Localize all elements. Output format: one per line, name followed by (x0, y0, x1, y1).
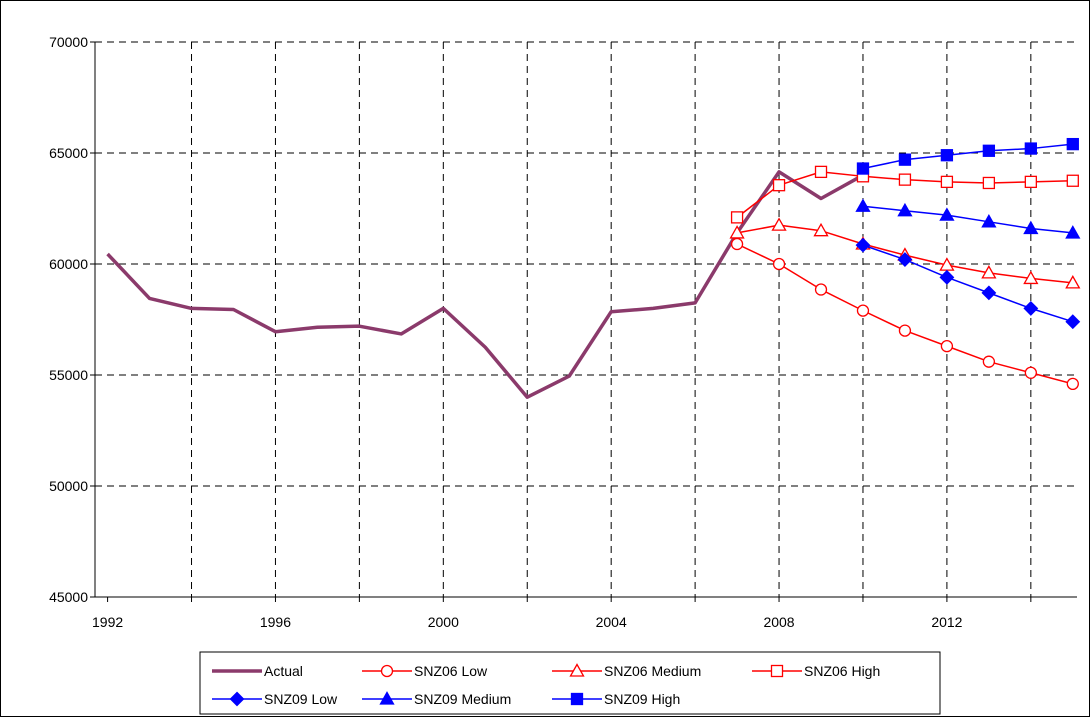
data-point-snz09-medium (1023, 220, 1039, 235)
grid-layer (95, 41, 1077, 597)
series-line-snz09-high (862, 143, 1073, 170)
legend-item-snz06-medium: SNZ06 Medium (552, 663, 701, 679)
data-point-snz09-medium (981, 213, 997, 228)
series-snz06-high (730, 165, 1079, 224)
legend-label-snz09-high: SNZ09 High (604, 691, 680, 707)
data-point-snz09-low (939, 269, 955, 285)
data-point-snz06-medium (729, 225, 745, 239)
y-tick-label: 55000 (49, 367, 88, 383)
data-point-snz09-low (1023, 300, 1039, 316)
data-point-snz06-low (982, 355, 996, 368)
legend-item-snz06-low: SNZ06 Low (362, 663, 488, 679)
legend-item-actual: Actual (212, 663, 303, 679)
x-tick-label: 2000 (428, 614, 459, 630)
data-point-snz09-medium (855, 198, 871, 212)
data-point-snz06-medium (1023, 270, 1039, 285)
y-tick-label: 60000 (49, 256, 88, 272)
legend-marker-snz09-low (229, 691, 245, 707)
data-point-snz09-high (1024, 142, 1037, 155)
data-point-snz06-medium (981, 265, 997, 279)
data-point-snz09-high (940, 149, 954, 162)
data-point-snz06-high (940, 175, 954, 189)
legend-item-snz09-low: SNZ09 Low (212, 691, 338, 707)
data-point-snz09-high (898, 153, 912, 166)
series-snz09-low (855, 237, 1081, 330)
series-line-snz09-low (862, 244, 1074, 323)
data-point-snz06-high (1066, 174, 1079, 187)
data-point-snz06-low (772, 257, 786, 271)
data-point-snz06-medium (1065, 275, 1081, 289)
data-point-snz09-low (1065, 314, 1081, 330)
legend: Actual SNZ06 Low SNZ06 Medium SNZ06 High SNZ… (199, 651, 941, 715)
data-point-snz06-high (982, 176, 996, 190)
legend-label-snz06-low: SNZ06 Low (414, 663, 488, 679)
plot-area (95, 42, 1077, 597)
data-point-snz06-low (940, 339, 954, 353)
series-snz09-high (856, 137, 1079, 175)
series-line-snz09-medium (862, 205, 1073, 234)
data-point-snz09-medium (897, 202, 913, 217)
data-point-snz06-low (730, 237, 744, 251)
y-tick-label: 70000 (49, 34, 88, 50)
legend-marker-snz06-high (770, 664, 784, 678)
axis-layer: 45000 50000 55000 60000 65000 70000 1992 1996 20… (49, 34, 1077, 630)
data-point-snz09-high (1066, 137, 1079, 151)
data-point-snz09-medium (1065, 225, 1081, 239)
series-snz09-medium (855, 198, 1081, 239)
legend-label-actual: Actual (264, 663, 303, 679)
legend-box (199, 651, 941, 715)
data-point-snz06-high (1024, 175, 1037, 189)
series-layer (106, 137, 1081, 399)
data-point-snz09-low (855, 237, 871, 253)
legend-item-snz09-high: SNZ09 High (552, 691, 680, 707)
y-tick-label: 50000 (49, 478, 88, 494)
x-tick-label: 1996 (260, 614, 291, 630)
data-point-snz09-low (897, 252, 913, 267)
legend-label-snz09-low: SNZ09 Low (264, 691, 338, 707)
data-point-snz06-medium (771, 217, 787, 231)
data-point-snz09-high (982, 144, 996, 157)
y-tick-label: 45000 (49, 589, 88, 605)
data-point-snz09-low (981, 285, 997, 301)
data-point-snz09-medium (939, 207, 955, 221)
x-tick-label: 2004 (596, 614, 627, 630)
data-point-snz06-high (814, 165, 828, 179)
legend-marker-snz09-high (570, 692, 584, 706)
data-point-snz06-low (856, 304, 870, 317)
legend-item-snz09-medium: SNZ09 Medium (362, 691, 511, 707)
series-snz06-low (730, 237, 1079, 391)
data-point-snz06-low (1024, 366, 1037, 379)
legend-marker-snz06-medium (569, 663, 585, 677)
data-point-snz09-high (856, 162, 870, 175)
x-tick-label: 2012 (931, 614, 962, 630)
data-point-snz06-low (898, 324, 912, 337)
data-point-snz06-medium (813, 222, 829, 237)
x-tick-label: 1992 (92, 614, 123, 630)
legend-label-snz06-high: SNZ06 High (804, 663, 880, 679)
y-tick-label: 65000 (49, 145, 88, 161)
legend-label-snz09-medium: SNZ09 Medium (414, 691, 511, 707)
legend-label-snz06-medium: SNZ06 Medium (604, 663, 701, 679)
legend-marker-snz06-low (380, 664, 394, 678)
data-point-snz06-high (772, 179, 786, 192)
data-point-snz06-high (898, 173, 912, 186)
data-point-snz06-low (814, 283, 828, 296)
legend-marker-snz09-medium (379, 691, 395, 705)
data-point-snz06-low (1066, 377, 1079, 391)
data-point-snz06-high (730, 211, 744, 224)
x-tick-label: 2008 (763, 614, 794, 630)
legend-item-snz06-high: SNZ06 High (752, 663, 880, 679)
